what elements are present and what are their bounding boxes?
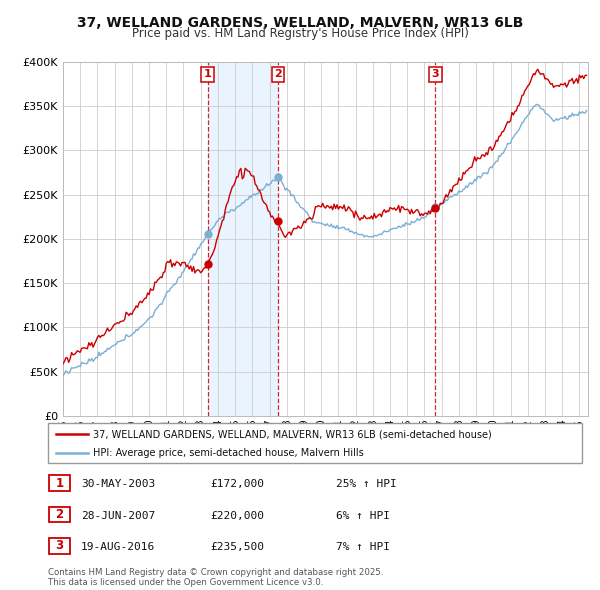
Text: 28-JUN-2007: 28-JUN-2007 [81, 511, 155, 520]
Text: Contains HM Land Registry data © Crown copyright and database right 2025.
This d: Contains HM Land Registry data © Crown c… [48, 568, 383, 587]
Text: Price paid vs. HM Land Registry's House Price Index (HPI): Price paid vs. HM Land Registry's House … [131, 27, 469, 40]
Text: 1: 1 [55, 477, 64, 490]
Text: HPI: Average price, semi-detached house, Malvern Hills: HPI: Average price, semi-detached house,… [94, 448, 364, 458]
Text: 37, WELLAND GARDENS, WELLAND, MALVERN, WR13 6LB (semi-detached house): 37, WELLAND GARDENS, WELLAND, MALVERN, W… [94, 430, 492, 440]
Text: 30-MAY-2003: 30-MAY-2003 [81, 480, 155, 489]
Text: 3: 3 [431, 70, 439, 79]
Text: £172,000: £172,000 [210, 480, 264, 489]
Text: 3: 3 [55, 539, 64, 552]
Text: 25% ↑ HPI: 25% ↑ HPI [336, 480, 397, 489]
Text: £235,500: £235,500 [210, 542, 264, 552]
Text: 7% ↑ HPI: 7% ↑ HPI [336, 542, 390, 552]
Text: 2: 2 [274, 70, 282, 79]
Text: 6% ↑ HPI: 6% ↑ HPI [336, 511, 390, 520]
Text: £220,000: £220,000 [210, 511, 264, 520]
Text: 1: 1 [204, 70, 212, 79]
Text: 2: 2 [55, 508, 64, 521]
Text: 37, WELLAND GARDENS, WELLAND, MALVERN, WR13 6LB: 37, WELLAND GARDENS, WELLAND, MALVERN, W… [77, 16, 523, 30]
Text: 19-AUG-2016: 19-AUG-2016 [81, 542, 155, 552]
Bar [208, 62, 278, 416]
